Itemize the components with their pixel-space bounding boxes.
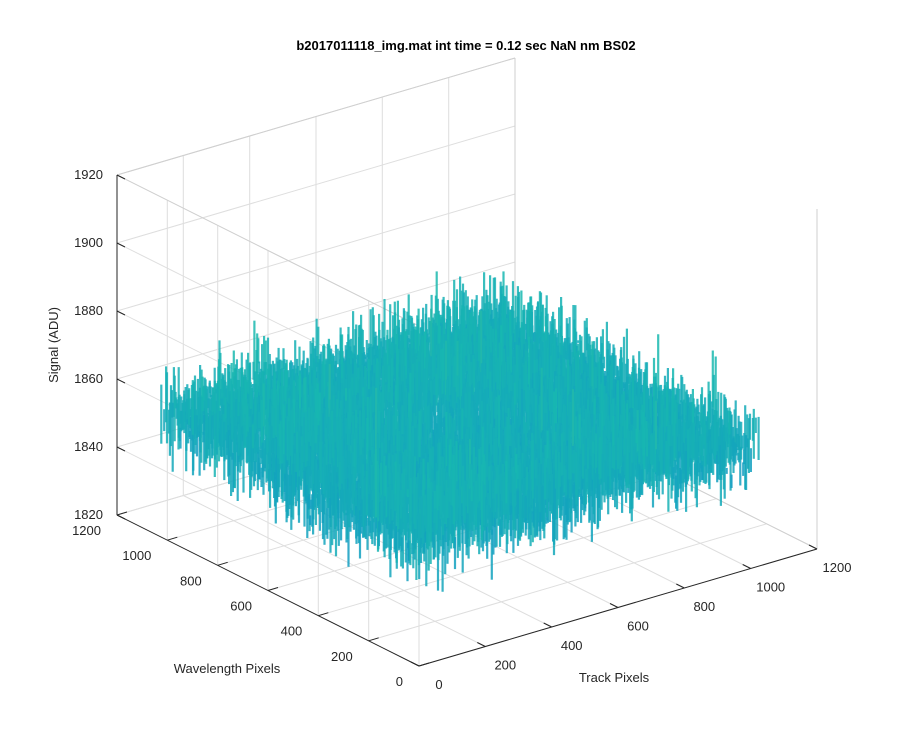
box-edge-top-right	[116, 57, 516, 176]
grid-line-x-floor	[183, 495, 486, 647]
box-edge-top-left	[116, 174, 420, 327]
surface-layer	[160, 271, 760, 592]
